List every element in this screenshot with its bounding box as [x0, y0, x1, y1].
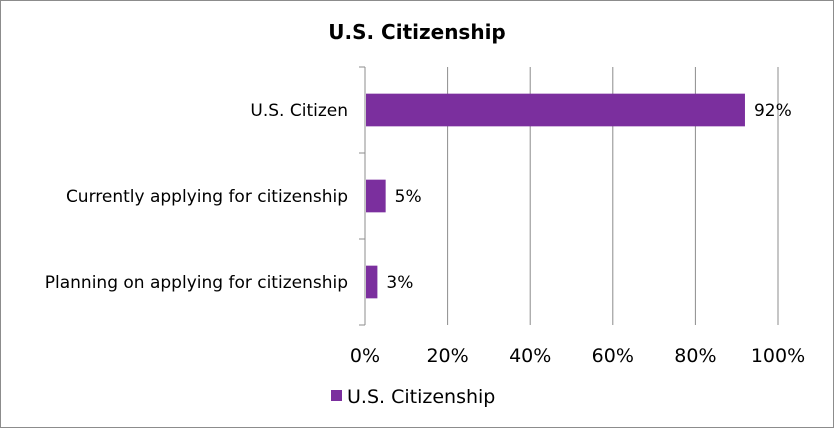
chart-title: U.S. Citizenship — [328, 20, 506, 44]
x-tick-label: 100% — [751, 345, 805, 367]
x-tick-label: 60% — [592, 345, 634, 367]
x-tick-label: 40% — [509, 345, 551, 367]
data-label: 92% — [754, 101, 792, 121]
category-label: U.S. Citizen — [250, 101, 348, 121]
x-tick-label: 0% — [350, 345, 380, 367]
data-label: 5% — [395, 187, 422, 207]
category-label: Currently applying for citizenship — [66, 187, 348, 207]
x-tick-label: 80% — [674, 345, 716, 367]
category-label: Planning on applying for citizenship — [45, 273, 348, 293]
data-label: 3% — [386, 273, 413, 293]
legend-label: U.S. Citizenship — [347, 386, 495, 408]
bar-layer — [366, 93, 745, 299]
bar — [366, 93, 745, 127]
bar — [366, 265, 378, 299]
bar — [366, 179, 386, 213]
x-tick-label: 20% — [426, 345, 468, 367]
axis-layer — [359, 66, 366, 326]
legend-swatch — [331, 390, 342, 401]
label-layer: 0% 20% 40% 60% 80% 100% 92% U.S. Citizen 5% Curre… — [45, 101, 805, 367]
legend: U.S. Citizenship — [331, 386, 495, 408]
